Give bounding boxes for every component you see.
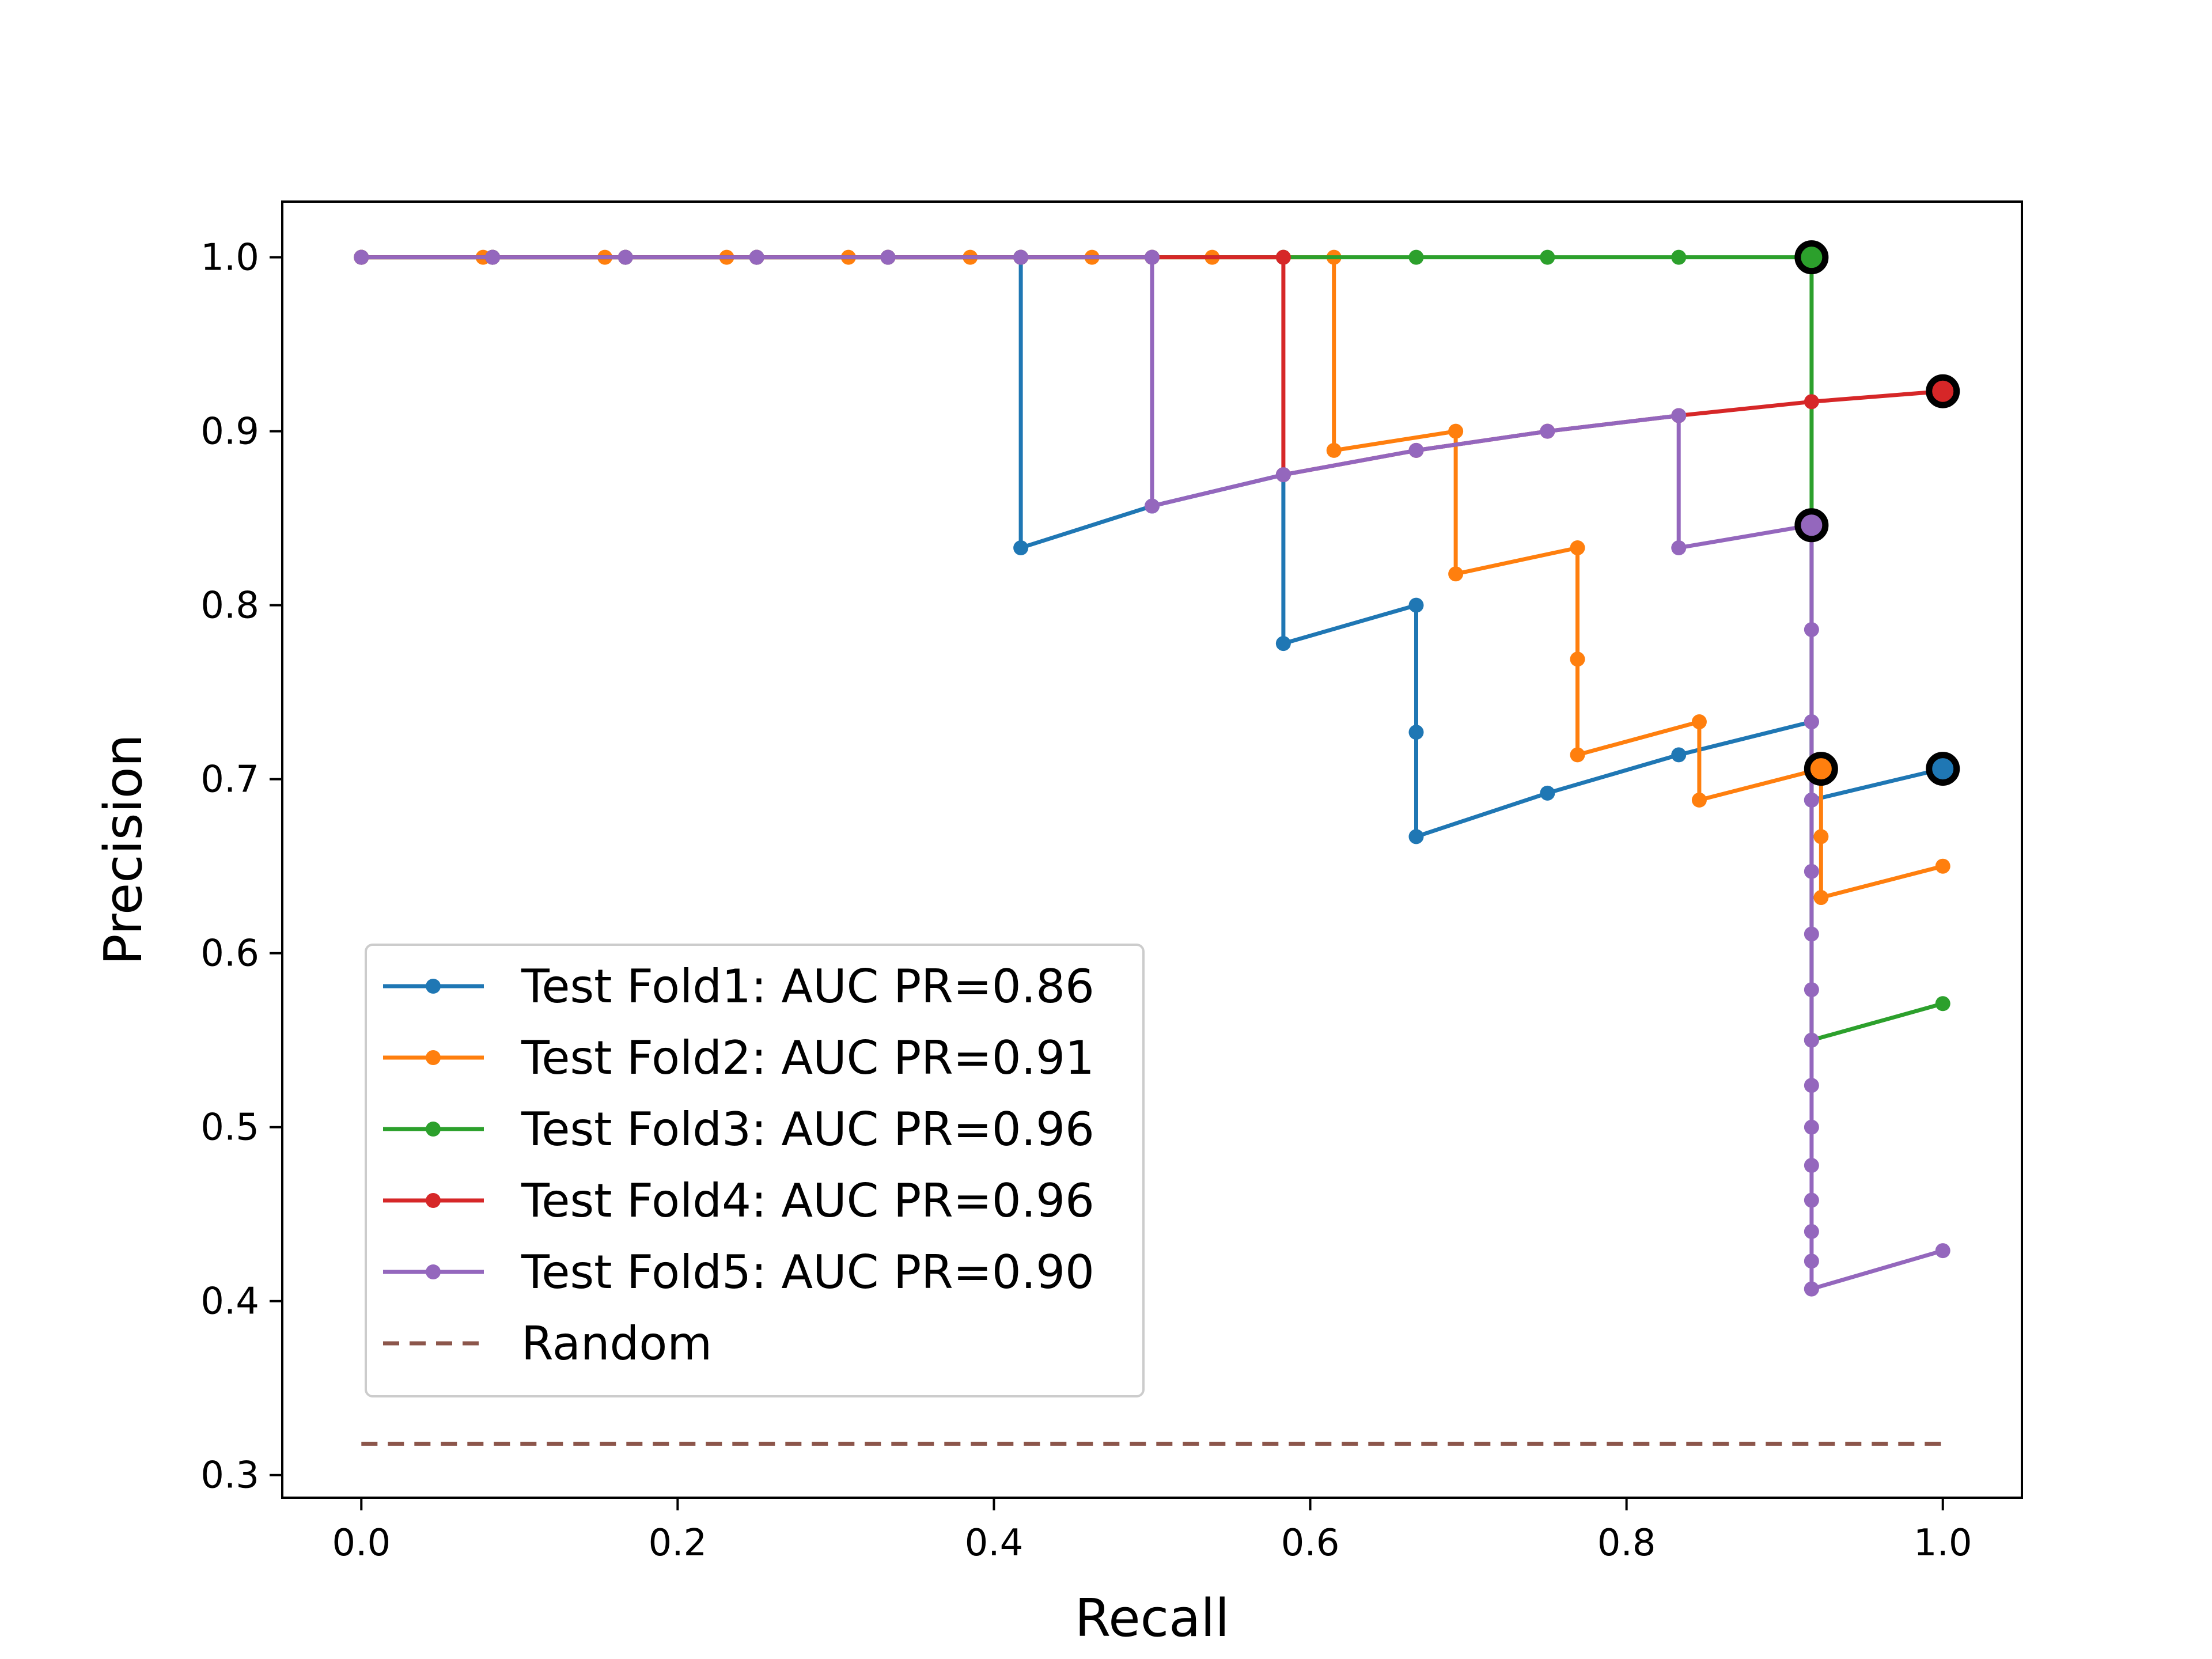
data-point (1145, 498, 1160, 514)
legend-box (365, 944, 1145, 1397)
data-point (1275, 636, 1291, 652)
data-point (1804, 792, 1819, 808)
data-point (1935, 1243, 1950, 1259)
y-tick-label: 0.3 (200, 1455, 259, 1497)
data-point (1671, 747, 1687, 763)
data-point (880, 249, 896, 265)
legend-item: Test Fold4: AUC PR=0.96 (383, 1174, 1094, 1228)
data-point (1013, 249, 1029, 265)
y-axis-title: Precision (93, 734, 154, 965)
best-threshold-marker (1804, 752, 1838, 786)
data-point (1804, 1224, 1819, 1239)
data-point (1804, 1192, 1819, 1208)
best-threshold-marker (1926, 374, 1960, 408)
data-point (354, 249, 369, 265)
legend-item: Test Fold3: AUC PR=0.96 (383, 1103, 1094, 1156)
data-point (1804, 714, 1819, 730)
best-threshold-marker (1794, 508, 1829, 543)
data-point (1408, 829, 1424, 844)
data-point (1570, 747, 1585, 763)
legend-label: Test Fold4: AUC PR=0.96 (521, 1174, 1094, 1228)
y-tick-label: 0.4 (200, 1281, 259, 1323)
legend-marker (426, 1264, 441, 1279)
legend-label: Test Fold5: AUC PR=0.90 (521, 1245, 1094, 1299)
legend-marker (426, 979, 441, 994)
axes-frame (281, 200, 2023, 1499)
best-threshold-marker (1926, 752, 1960, 786)
data-point (1540, 785, 1555, 801)
y-axis-ticks: 0.3 0.4 0.5 0.6 0.7 0.8 0.9 1.0 (200, 237, 282, 1497)
y-tick-label: 1.0 (200, 237, 259, 279)
data-point (1275, 249, 1291, 265)
data-point (1804, 622, 1819, 637)
legend-item: Random (383, 1317, 712, 1370)
legend-label: Random (521, 1317, 712, 1370)
legend-label: Test Fold2: AUC PR=0.91 (521, 1031, 1094, 1085)
x-axis-ticks: 0.0 0.2 0.4 0.6 0.8 1.0 (332, 1498, 1972, 1565)
data-point (1804, 1078, 1819, 1093)
legend-marker (426, 1193, 441, 1208)
data-point (1671, 408, 1687, 423)
legend-item: Test Fold5: AUC PR=0.90 (383, 1245, 1094, 1299)
data-point (1935, 858, 1950, 874)
data-point (1275, 467, 1291, 483)
y-tick-label: 0.7 (200, 759, 259, 801)
data-point (1691, 792, 1707, 808)
data-point (1448, 423, 1464, 439)
data-point (1013, 540, 1029, 556)
x-tick-label: 0.0 (332, 1522, 391, 1565)
data-point (1804, 1158, 1819, 1173)
data-point (1804, 1253, 1819, 1269)
data-point (1804, 926, 1819, 942)
data-point (485, 249, 501, 265)
legend-label: Test Fold1: AUC PR=0.86 (521, 960, 1094, 1013)
x-axis-title: Recall (1075, 1588, 1230, 1649)
y-tick-label: 0.6 (200, 933, 259, 975)
x-tick-label: 0.2 (648, 1522, 707, 1565)
data-point (749, 249, 764, 265)
data-point (1540, 249, 1555, 265)
data-point (1935, 996, 1950, 1012)
data-point (1448, 566, 1464, 582)
x-tick-label: 0.6 (1281, 1522, 1340, 1565)
legend-marker (426, 1122, 441, 1137)
data-point (1326, 442, 1342, 458)
data-point (1570, 540, 1585, 556)
legend-marker (426, 1050, 441, 1065)
data-point (1145, 249, 1160, 265)
best-points-layer (1794, 240, 1960, 786)
data-point (1804, 1281, 1819, 1297)
data-point (1540, 423, 1555, 439)
data-point (1408, 725, 1424, 740)
data-point (1804, 1032, 1819, 1048)
data-point (1671, 249, 1687, 265)
data-point (1408, 249, 1424, 265)
data-point (1813, 890, 1829, 906)
legend-item: Test Fold1: AUC PR=0.86 (383, 960, 1094, 1013)
x-tick-label: 0.4 (965, 1522, 1024, 1565)
best-threshold-marker (1794, 240, 1829, 275)
data-point (1691, 714, 1707, 730)
x-tick-label: 1.0 (1914, 1522, 1972, 1565)
y-tick-label: 0.9 (200, 411, 259, 453)
legend-item: Test Fold2: AUC PR=0.91 (383, 1031, 1094, 1085)
legend-label: Test Fold3: AUC PR=0.96 (521, 1103, 1094, 1156)
data-point (1804, 863, 1819, 879)
legend: Test Fold1: AUC PR=0.86 Test Fold2: AUC P… (365, 944, 1145, 1397)
data-point (1804, 982, 1819, 998)
data-point (1813, 829, 1829, 844)
data-point (1408, 442, 1424, 458)
data-point (618, 249, 633, 265)
data-point (1408, 597, 1424, 613)
y-tick-label: 0.8 (200, 585, 259, 627)
data-point (1804, 1119, 1819, 1135)
y-tick-label: 0.5 (200, 1107, 259, 1149)
data-point (1804, 394, 1819, 410)
x-tick-label: 0.8 (1597, 1522, 1656, 1565)
data-point (1570, 652, 1585, 667)
data-point (1671, 540, 1687, 556)
series-layer (354, 249, 1950, 1446)
